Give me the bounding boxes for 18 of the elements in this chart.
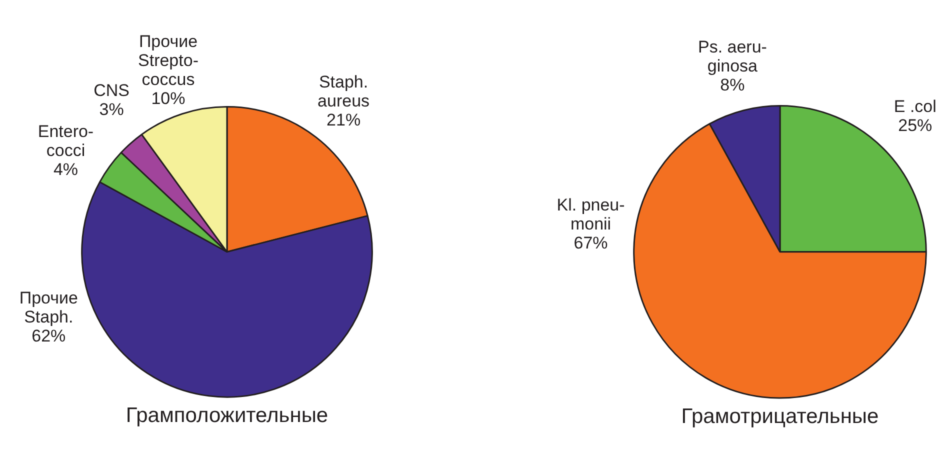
slice-label: Staph. aureus <box>318 72 370 110</box>
data-label: 67% <box>574 234 608 253</box>
data-label: 10% <box>151 89 186 108</box>
slice-label: Entero- cocci <box>38 122 94 160</box>
data-label: 21% <box>326 110 361 130</box>
slice-label: Ps. aeru- ginosa <box>698 37 767 76</box>
slice-label: Прочие Strepto- coccus <box>138 32 198 90</box>
slice-label: E .col <box>894 96 936 116</box>
data-label: 4% <box>53 160 78 179</box>
data-label: 25% <box>898 116 932 135</box>
slice-label: Kl. pneu- monii <box>556 196 625 234</box>
data-label: 3% <box>99 100 124 120</box>
text: Грамположительные <box>126 404 328 428</box>
text: Грамотрицательные <box>681 405 879 428</box>
slice-label: Прочие Staph. <box>19 288 78 327</box>
data-label: 8% <box>720 75 745 94</box>
slice-label: CNS <box>94 81 130 100</box>
data-label: 62% <box>32 326 66 346</box>
